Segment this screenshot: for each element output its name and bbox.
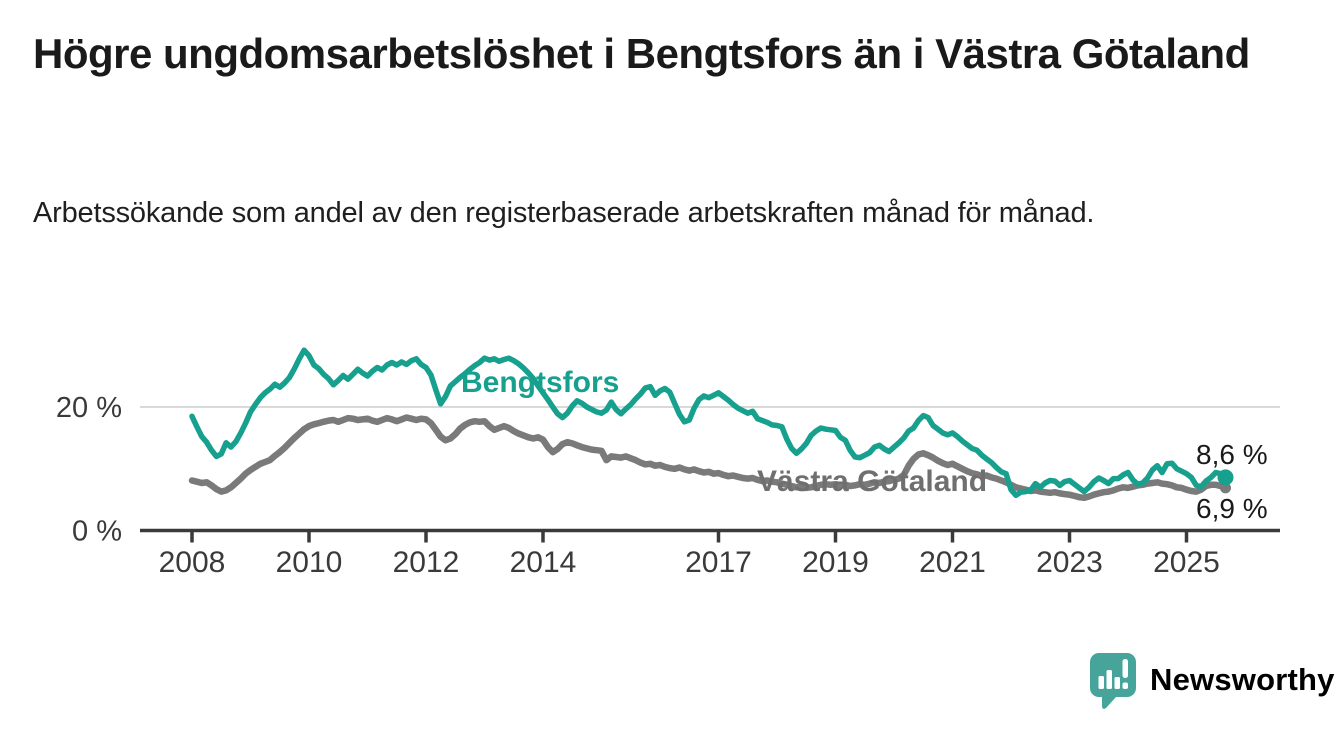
x-tick-label-2014: 2014 (510, 546, 577, 579)
chart-subtitle: Arbetssökande som andel av den registerb… (33, 197, 1095, 229)
series-end-dot-vastra-gotaland (1220, 482, 1231, 494)
exclamation-dot (1122, 682, 1128, 689)
chart-title: Högre ungdomsarbetslöshet i Bengtsfors ä… (33, 30, 1250, 77)
x-tick-label-2017: 2017 (685, 546, 752, 579)
series-label-bengtsfors: Bengtsfors (461, 366, 619, 399)
y-tick-label-0: 0 % (72, 516, 122, 548)
newsworthy-speech-bubble-icon (1090, 653, 1136, 709)
y-tick-label-20: 20 % (56, 392, 122, 424)
series-line-vastra-gotaland (188, 414, 1229, 502)
exclamation-stem (1122, 659, 1128, 678)
x-tick-label-2008: 2008 (159, 546, 226, 579)
bubble-shape (1090, 653, 1136, 709)
series-label-vastra-gotaland: Västra Götaland (757, 465, 987, 498)
x-tick-label-2025: 2025 (1153, 546, 1220, 579)
x-tick-label-2021: 2021 (919, 546, 986, 579)
x-tick-label-2019: 2019 (802, 546, 869, 579)
bar-2 (1106, 670, 1112, 689)
x-tick-label-2010: 2010 (276, 546, 343, 579)
end-value-label-vastra-gotaland: 6,9 % (1196, 493, 1268, 524)
bar-3 (1114, 677, 1120, 689)
end-value-label-bengtsfors: 8,6 % (1196, 439, 1268, 470)
x-tick-label-2023: 2023 (1036, 546, 1103, 579)
bar-1 (1098, 676, 1104, 689)
series-line-bengtsfors (189, 347, 1229, 499)
brand-wordmark: Newsworthy (1150, 662, 1335, 697)
newsworthy-logo: Newsworthy (1086, 650, 1335, 710)
x-tick-label-2012: 2012 (393, 546, 460, 579)
series-end-dot-bengtsfors (1217, 469, 1234, 486)
